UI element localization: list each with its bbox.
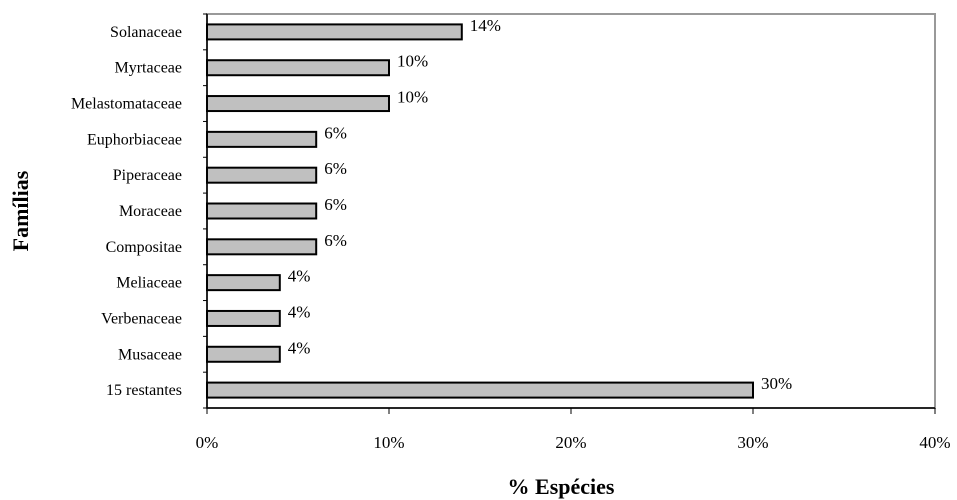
- bar-melastomataceae: [206, 95, 390, 113]
- data-label: 4%: [288, 267, 311, 286]
- data-label: 14%: [470, 16, 501, 35]
- data-labels: 14% 10% 10% 6% 6% 6% 6% 4% 4% 4% 30%: [288, 16, 792, 393]
- data-label: 6%: [324, 123, 347, 142]
- category-label: Solanaceae: [110, 24, 182, 41]
- y-axis-title: Famílias: [8, 170, 33, 251]
- category-label: Melastomataceae: [71, 96, 182, 113]
- x-tick-label: 30%: [737, 433, 768, 452]
- data-label: 30%: [761, 374, 792, 393]
- bar-piperaceae: [206, 166, 318, 184]
- bar-solanaceae: [206, 23, 463, 41]
- data-label: 10%: [397, 52, 428, 71]
- category-label: Euphorbiaceae: [87, 131, 182, 148]
- x-tick-label: 40%: [919, 433, 950, 452]
- data-label: 6%: [324, 159, 347, 178]
- data-label: 6%: [324, 195, 347, 214]
- bar-15-restantes: [206, 381, 754, 399]
- bar-euphorbiaceae: [206, 130, 318, 148]
- bar-myrtaceae: [206, 59, 390, 77]
- data-label: 10%: [397, 88, 428, 107]
- category-label: Myrtaceae: [114, 60, 182, 77]
- category-label: 15 restantes: [106, 382, 182, 399]
- bar-moraceae: [206, 202, 318, 220]
- category-label: Compositae: [106, 239, 182, 256]
- bar-meliaceae: [206, 274, 281, 292]
- bar-verbenaceae: [206, 309, 281, 327]
- x-axis-title: % Espécies: [508, 474, 615, 499]
- x-axis: [203, 13, 936, 414]
- x-tick-label: 20%: [555, 433, 586, 452]
- category-labels: Solanaceae Myrtaceae Melastomataceae Euphor…: [71, 24, 182, 399]
- category-label: Musaceae: [118, 346, 182, 363]
- data-label: 4%: [288, 338, 311, 357]
- category-label: Moraceae: [119, 203, 182, 220]
- x-tick-label: 0%: [196, 433, 219, 452]
- category-label: Piperaceae: [113, 167, 182, 184]
- bars-group: [206, 23, 754, 399]
- category-label: Verbenaceae: [101, 310, 182, 327]
- bar-musaceae: [206, 345, 281, 363]
- category-label: Meliaceae: [116, 275, 182, 292]
- x-tick-labels: 0% 10% 20% 30% 40%: [196, 433, 951, 452]
- data-label: 4%: [288, 302, 311, 321]
- data-label: 6%: [324, 231, 347, 250]
- x-tick-label: 10%: [373, 433, 404, 452]
- bar-compositae: [206, 238, 318, 256]
